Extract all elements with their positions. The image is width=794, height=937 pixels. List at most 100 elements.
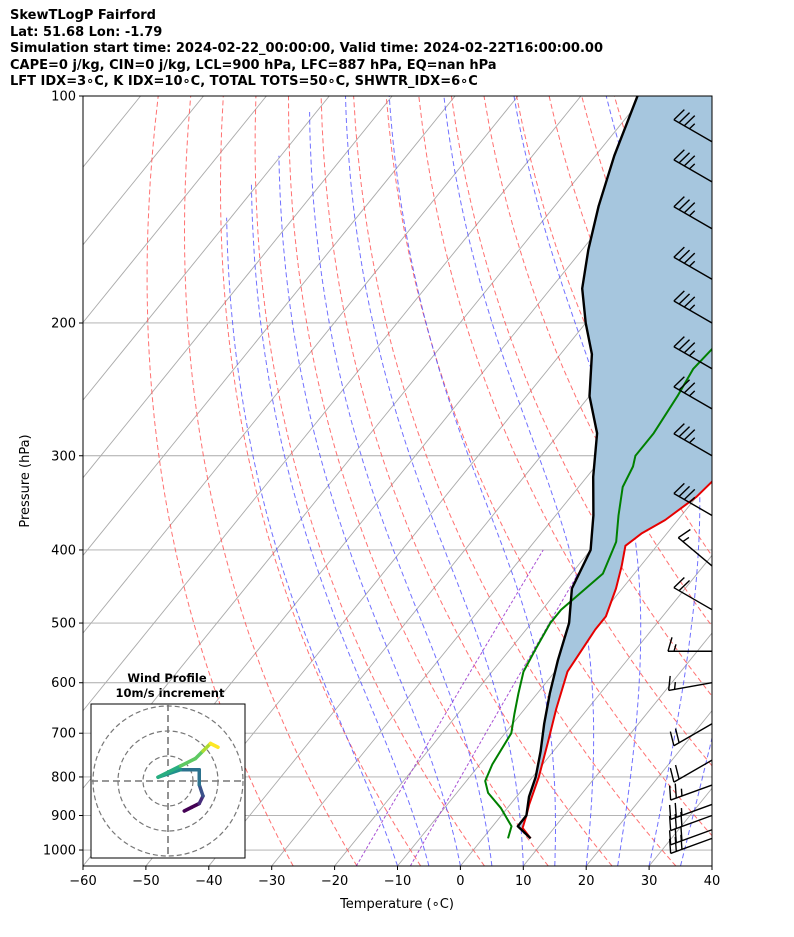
wind-barb: [668, 802, 713, 821]
mixing-ratio-line: [355, 549, 544, 866]
dry-adiabat: [146, 96, 294, 866]
moist-adiabat: [711, 864, 712, 866]
wind-barb: [667, 675, 713, 692]
dry-adiabat: [288, 96, 549, 866]
moist-adiabat: [309, 111, 493, 866]
wind-barb: [673, 109, 713, 143]
wind-barb: [677, 528, 713, 567]
hodograph-segment: [178, 756, 198, 768]
hodograph-segment: [197, 783, 205, 798]
wind-barb: [668, 811, 713, 832]
hodograph-segment: [156, 764, 183, 779]
isotherm: [83, 96, 204, 246]
x-tick-label: −30: [258, 874, 285, 889]
wind-barb: [667, 637, 712, 652]
isotherm: [83, 96, 456, 557]
dry-adiabat: [320, 96, 613, 866]
wind-barb: [673, 196, 713, 230]
isotherm: [711, 865, 712, 866]
y-tick-label: 500: [51, 617, 76, 632]
wind-barb: [673, 577, 713, 611]
cape-fill: [517, 96, 712, 839]
wind-barb: [673, 423, 713, 457]
x-tick-label: 0: [456, 874, 464, 889]
x-tick-label: 40: [704, 874, 721, 889]
x-tick-label: 20: [578, 874, 595, 889]
isotherm: [83, 96, 267, 324]
wind-barb: [673, 149, 713, 183]
hodograph-segment: [208, 741, 220, 749]
dry-adiabat: [183, 96, 358, 866]
x-tick-label: −60: [69, 874, 96, 889]
x-tick-label: −50: [132, 874, 159, 889]
wind-barb: [668, 783, 713, 801]
chart-title: SkewTLogP Fairford: [10, 8, 156, 23]
isotherm: [334, 399, 712, 866]
mixing-ratio-line: [409, 549, 593, 866]
wind-barb: [673, 336, 713, 370]
dry-adiabat: [254, 96, 485, 866]
isotherm: [83, 96, 582, 712]
y-tick-label: 600: [51, 676, 76, 691]
wind-barb: [669, 723, 713, 747]
dry-adiabat: [418, 96, 712, 767]
inset-title: Wind Profile: [127, 671, 207, 685]
wind-profile-inset: Wind Profile 10m/s increment: [90, 671, 246, 859]
indices-line-2: LFT IDX=3∘C, K IDX=10∘C, TOTAL TOTS=50∘C…: [10, 74, 478, 89]
isotherm: [83, 96, 330, 401]
series-lines: [484, 96, 712, 840]
moist-adiabat: [443, 96, 595, 866]
wind-barb: [668, 826, 713, 846]
indices-line-1: CAPE=0 j/kg, CIN=0 j/kg, LCL=900 hPa, LF…: [10, 57, 497, 73]
dry-adiabat: [385, 96, 712, 837]
chart-header: SkewTLogP Fairford Lat: 51.68 Lon: -1.79…: [10, 8, 603, 91]
dry-adiabat: [777, 96, 794, 866]
moist-adiabat: [388, 96, 556, 866]
isotherm: [208, 244, 712, 866]
isotherm: [585, 709, 712, 866]
parcel-line: [516, 96, 639, 840]
y-tick-label: 400: [51, 543, 76, 558]
x-tick-label: −40: [195, 874, 222, 889]
hodograph-segment: [193, 749, 205, 761]
y-tick-label: 100: [51, 90, 76, 105]
hodograph-segment: [201, 741, 213, 753]
isotherm: [0, 96, 78, 866]
x-tick-label: 30: [641, 874, 658, 889]
x-tick-label: 10: [515, 874, 532, 889]
moist-adiabat: [226, 217, 398, 866]
x-tick-label: −10: [384, 874, 411, 889]
moist-adiabat: [744, 96, 794, 866]
x-tick-label: −20: [321, 874, 348, 889]
isotherm: [522, 632, 712, 866]
y-tick-label: 1000: [43, 844, 76, 859]
wind-barb: [673, 376, 713, 410]
time-line: Simulation start time: 2024-02-22_00:00:…: [10, 41, 603, 56]
moist-adiabat: [278, 155, 461, 866]
x-axis-label: Temperature (∘C): [339, 897, 454, 912]
wind-barb: [673, 246, 713, 280]
wind-barb: [673, 290, 713, 324]
location-line: Lat: 51.68 Lon: -1.79: [10, 24, 163, 40]
wind-barb: [673, 482, 713, 517]
y-tick-label: 800: [51, 770, 76, 785]
isotherm: [460, 554, 712, 866]
temperature-line: [521, 480, 712, 840]
dry-adiabat: [745, 96, 794, 866]
dewpoint-line: [484, 347, 712, 839]
y-tick-label: 900: [51, 809, 76, 824]
dry-adiabat: [711, 96, 712, 98]
cape-area: [517, 96, 712, 839]
moist-adiabat: [605, 96, 701, 866]
dry-adiabat: [219, 96, 422, 866]
y-axis-label: Pressure (hPa): [18, 434, 33, 527]
y-tick-label: 700: [51, 727, 76, 742]
dry-adiabat: [450, 96, 712, 697]
moist-adiabat: [345, 96, 524, 866]
y-tick-label: 300: [51, 449, 76, 464]
inset-subtitle: 10m/s increment: [116, 686, 225, 700]
moist-adiabat: [250, 181, 430, 866]
isotherm: [271, 321, 712, 866]
